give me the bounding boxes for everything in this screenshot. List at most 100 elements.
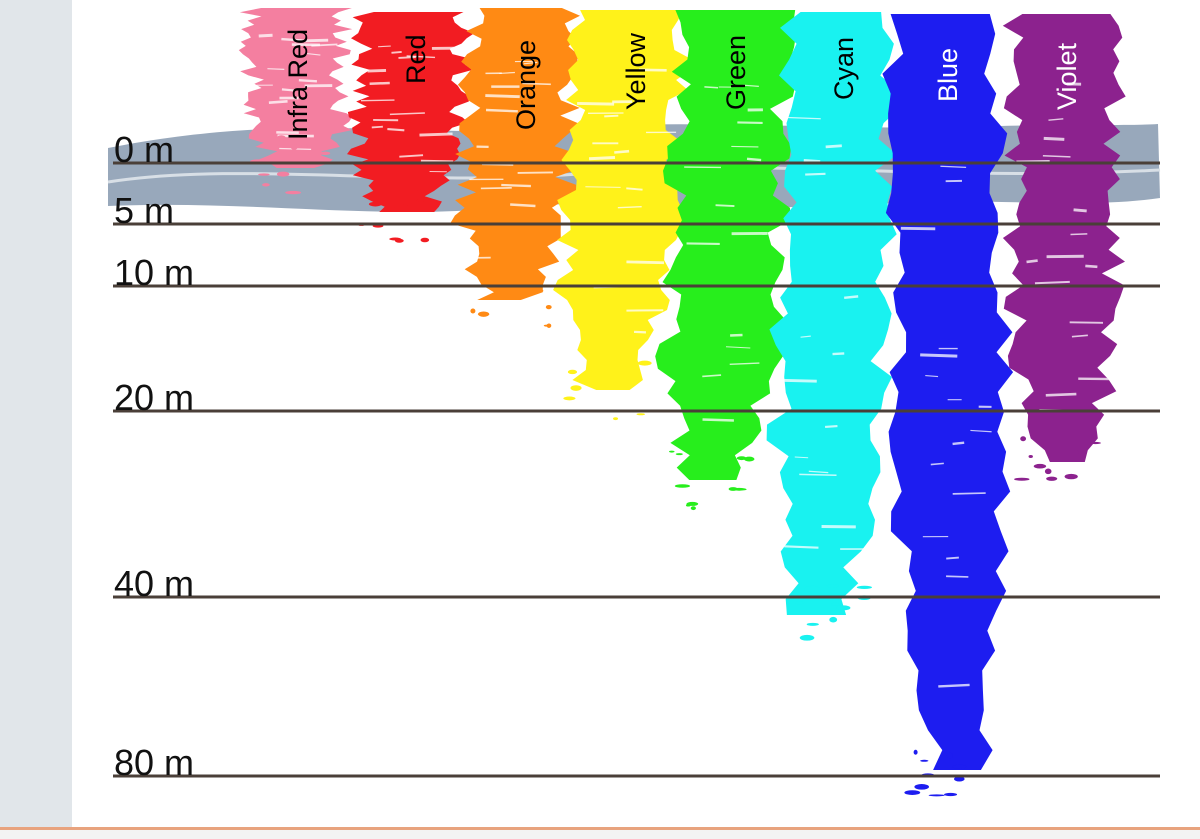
brush-streak: [970, 429, 992, 433]
brush-streak: [389, 112, 425, 116]
band-body: [238, 8, 353, 168]
paint-fleck: [836, 605, 851, 611]
band-body: [450, 8, 580, 300]
brush-streak: [803, 159, 821, 163]
brush-streak: [420, 159, 454, 163]
paint-fleck: [319, 151, 331, 156]
paint-fleck: [830, 602, 840, 607]
brush-streak: [1026, 259, 1038, 264]
paint-fleck: [1064, 473, 1078, 480]
brush-streak: [485, 108, 518, 113]
paint-fleck: [914, 784, 929, 790]
brush-streak: [808, 470, 829, 474]
brush-streak: [399, 154, 424, 158]
light-penetration-diagram: 0 m 5 m 10 m 20 m 40 m 80 m Infra Red Re…: [72, 0, 1200, 827]
brush-streak: [480, 186, 512, 190]
paint-fleck: [1044, 468, 1052, 475]
brush-streak: [920, 353, 958, 358]
paint-fleck: [258, 173, 270, 176]
paint-fleck: [394, 238, 404, 243]
brush-streak: [1042, 154, 1071, 158]
paint-fleck: [471, 271, 485, 274]
paint-fleck: [1046, 476, 1058, 481]
brush-streak: [704, 86, 719, 89]
band-stroke: [450, 8, 580, 328]
paint-fleck: [1048, 436, 1064, 439]
brush-streak: [626, 260, 665, 265]
depth-label-5m: 5 m: [114, 190, 174, 231]
paint-fleck: [954, 776, 965, 782]
brush-streak: [501, 183, 531, 188]
paint-fleck: [1020, 436, 1027, 442]
paint-fleck: [627, 378, 637, 382]
paint-fleck: [276, 135, 286, 142]
brush-streak: [398, 56, 416, 59]
brush-streak: [311, 43, 338, 47]
bottom-edge: [0, 827, 1200, 839]
paint-fleck: [1014, 477, 1030, 481]
brush-streak: [371, 125, 383, 129]
paint-fleck: [636, 413, 646, 416]
brush-streak: [406, 55, 436, 59]
paint-fleck: [799, 634, 815, 641]
paint-fleck: [944, 792, 958, 797]
band-label-infra-red: Infra Red: [283, 29, 313, 140]
brush-streak: [702, 374, 722, 378]
paint-fleck: [301, 143, 308, 149]
paint-fleck: [543, 324, 551, 327]
band-stroke: [766, 12, 901, 641]
band-label-cyan: Cyan: [829, 37, 859, 100]
brush-streak: [946, 556, 959, 560]
depth-label-40m: 40 m: [114, 563, 194, 604]
brush-streak: [617, 206, 642, 209]
paint-fleck: [806, 622, 819, 626]
brush-streak: [510, 203, 536, 208]
brush-streak: [614, 149, 630, 154]
paint-fleck: [613, 417, 619, 421]
brush-streak: [268, 99, 288, 105]
brush-streak: [832, 352, 845, 356]
brush-streak: [298, 79, 317, 83]
brush-streak: [799, 473, 837, 476]
brush-streak: [925, 375, 939, 378]
brush-streak: [1073, 208, 1087, 213]
paint-fleck: [675, 453, 683, 456]
brush-streak: [844, 295, 859, 299]
brush-streak: [391, 50, 402, 54]
paint-fleck: [290, 144, 298, 150]
paint-fleck: [686, 501, 699, 506]
brush-streak: [1071, 334, 1088, 338]
paint-fleck: [804, 585, 821, 592]
paint-fleck: [477, 311, 490, 317]
depth-lines: [113, 161, 1160, 778]
brush-streak: [281, 88, 294, 92]
paint-fleck: [920, 759, 929, 762]
brush-streak: [784, 545, 819, 549]
brush-streak: [930, 462, 944, 466]
paint-fleck: [928, 794, 945, 797]
paint-fleck: [500, 294, 513, 297]
paint-fleck: [563, 396, 576, 401]
brush-streak: [577, 101, 615, 106]
brush-streak: [780, 378, 817, 383]
depth-label-20m: 20 m: [114, 377, 194, 418]
band-label-green: Green: [721, 35, 751, 110]
brush-streak: [731, 145, 759, 148]
band-stroke: [553, 10, 693, 421]
paint-fleck: [1089, 441, 1102, 445]
brush-streak: [805, 172, 826, 176]
paint-fleck: [531, 288, 544, 294]
band-label-red: Red: [401, 34, 431, 84]
paint-fleck: [1073, 449, 1079, 455]
left-margin: [0, 0, 73, 827]
brush-streak: [626, 187, 643, 191]
paint-fleck: [794, 601, 805, 605]
paint-fleck: [946, 752, 953, 759]
brush-streak: [387, 128, 405, 132]
brush-streak: [638, 68, 667, 72]
brush-streak: [604, 114, 619, 118]
diagram-canvas: 0 m 5 m 10 m 20 m 40 m 80 m Infra Red Re…: [107, 8, 1161, 797]
brush-streak: [522, 82, 551, 86]
brush-streak: [743, 84, 759, 87]
brush-streak: [281, 37, 302, 42]
